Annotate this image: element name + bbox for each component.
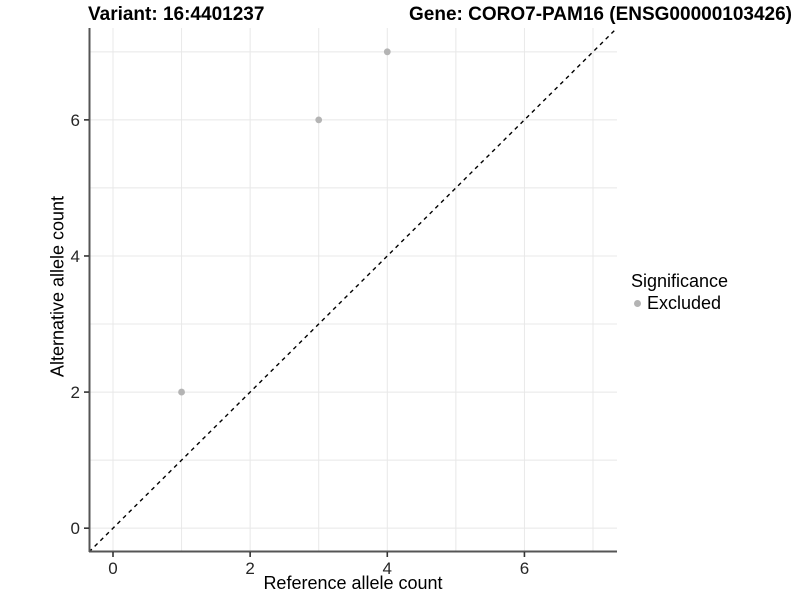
plot-panel: 0 2 4 6 0 2 4 6 bbox=[71, 27, 618, 578]
x-tick-label: 6 bbox=[520, 559, 529, 578]
x-tick-label: 2 bbox=[245, 559, 254, 578]
legend-point-icon bbox=[634, 300, 641, 307]
legend-title: Significance bbox=[631, 271, 729, 291]
y-tick-label: 2 bbox=[71, 383, 80, 402]
legend-item-excluded: Excluded bbox=[631, 293, 728, 314]
x-axis-title: Reference allele count bbox=[263, 573, 443, 593]
y-axis-title: Alternative allele count bbox=[47, 195, 68, 378]
gene-title: Gene: CORO7-PAM16 (ENSG00000103426) bbox=[409, 4, 792, 25]
data-point bbox=[315, 116, 323, 124]
identity-line bbox=[88, 27, 618, 553]
variant-title: Variant: 16:4401237 bbox=[88, 4, 265, 25]
plot-title-row: Variant: 16:4401237 Gene: CORO7-PAM16 (E… bbox=[88, 4, 792, 26]
y-tick-label: 6 bbox=[71, 111, 80, 130]
x-tick-label: 4 bbox=[383, 559, 392, 578]
legend-item-label: Excluded bbox=[647, 293, 722, 313]
y-tick-label: 4 bbox=[71, 247, 80, 266]
x-tick-label: 0 bbox=[108, 559, 117, 578]
y-tick-label: 0 bbox=[71, 519, 80, 538]
data-point bbox=[383, 48, 391, 56]
legend: Significance Excluded bbox=[631, 271, 728, 314]
data-point bbox=[178, 388, 185, 396]
